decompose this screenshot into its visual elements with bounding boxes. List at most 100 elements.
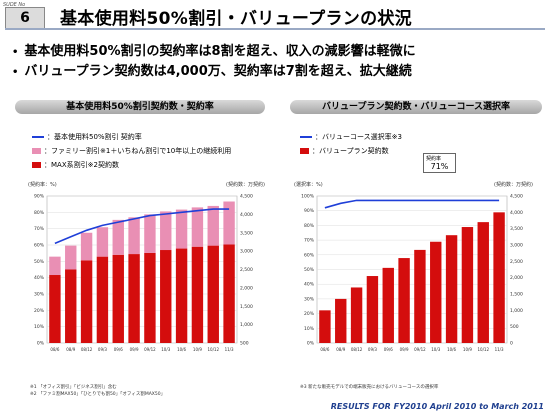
legend-entry-family: ：ファミリー割引※1＋いちねん割引で10年以上の継続利用 bbox=[32, 146, 231, 156]
legend-label: ：バリュープラン契約数 bbox=[312, 147, 389, 155]
x-tick-label: 09/6 bbox=[114, 347, 123, 352]
x-tick-label: 10/12 bbox=[207, 347, 219, 352]
x-tick-label: 09/3 bbox=[98, 347, 107, 352]
left-tick-label: 10% bbox=[304, 326, 315, 332]
footnote: ※2 「ファミ割MAX50」「ひとりでも割50」「オフィス割MAX50」 bbox=[30, 392, 166, 397]
legend-entry-max: ：MAX系割引※2契約数 bbox=[32, 160, 119, 170]
left-tick-label: 50% bbox=[304, 267, 315, 273]
left-axis-unit: (選択率：%) bbox=[294, 182, 323, 188]
bar bbox=[223, 244, 235, 343]
left-tick-label: 40% bbox=[304, 282, 315, 288]
x-tick-label: 10/9 bbox=[193, 347, 202, 352]
left-tick-label: 30% bbox=[34, 292, 45, 298]
x-tick-label: 08/6 bbox=[320, 347, 329, 352]
page-title: 基本使用料50%割引・バリュープランの状況 bbox=[60, 9, 412, 29]
bar bbox=[144, 252, 156, 343]
series-line bbox=[324, 199, 500, 209]
x-tick-label: 09/9 bbox=[130, 347, 139, 352]
right-tick-label: 2,500 bbox=[510, 259, 523, 265]
stacked-bar bbox=[144, 214, 156, 253]
x-tick-label: 11/3 bbox=[225, 347, 234, 352]
right-tick-label: 3,000 bbox=[240, 249, 253, 255]
left-tick-label: 60% bbox=[34, 243, 45, 249]
footnote: ※3 新たな販売モデルでの端末販売におけるバリューコースの選択率 bbox=[300, 385, 439, 390]
left-tick-label: 80% bbox=[304, 223, 315, 229]
left-tick-label: 10% bbox=[34, 324, 45, 330]
bar bbox=[335, 298, 347, 343]
right-tick-label: 1,500 bbox=[510, 292, 523, 298]
right-panel-header: バリュープラン契約数・バリューコース選択率 bbox=[290, 100, 542, 114]
right-axis-unit: (契約数：万契約) bbox=[494, 182, 533, 188]
callout-value: 71% bbox=[430, 162, 449, 171]
bar bbox=[414, 249, 426, 343]
legend-entry-course-rate: ：バリューコース選択率※3 bbox=[300, 132, 402, 142]
x-tick-label: 10/9 bbox=[463, 347, 472, 352]
right-tick-label: 3,500 bbox=[510, 226, 523, 232]
right-tick-label: 1,000 bbox=[510, 308, 523, 314]
left-tick-label: 90% bbox=[304, 208, 315, 214]
bar bbox=[160, 250, 172, 343]
left-axis-unit: (契約率：%) bbox=[28, 182, 57, 188]
bar bbox=[477, 222, 489, 343]
footnote: ※1 「オフィス割引」「ビジネス割引」含む bbox=[30, 385, 117, 390]
bar bbox=[191, 246, 204, 343]
stacked-bar bbox=[128, 217, 140, 255]
stacked-bar bbox=[65, 245, 77, 270]
slide-number-label: SUDE No bbox=[3, 2, 26, 8]
legend-entry-rate: ：基本使用料50%割引 契約率 bbox=[32, 132, 142, 142]
left-tick-label: 80% bbox=[34, 210, 45, 216]
left-tick-label: 90% bbox=[34, 194, 45, 200]
x-tick-label: 10/12 bbox=[477, 347, 489, 352]
x-tick-label: 10/3 bbox=[431, 347, 440, 352]
legend-red-swatch bbox=[300, 148, 309, 154]
legend-line-swatch bbox=[32, 136, 44, 138]
stacked-bar bbox=[191, 207, 204, 247]
left-tick-label: 50% bbox=[34, 259, 45, 265]
left-tick-label: 30% bbox=[304, 296, 315, 302]
stacked-bar bbox=[49, 256, 61, 276]
left-tick-label: 0% bbox=[37, 341, 45, 347]
x-tick-label: 09/3 bbox=[368, 347, 377, 352]
left-tick-label: 40% bbox=[34, 275, 45, 281]
right-axis-unit: (契約数：万契約) bbox=[226, 182, 265, 188]
x-tick-label: 09/9 bbox=[400, 347, 409, 352]
left-tick-label: 70% bbox=[34, 226, 45, 232]
right-tick-label: 1,000 bbox=[240, 322, 253, 328]
legend-label: ：ファミリー割引※1＋いちねん割引で10年以上の継続利用 bbox=[44, 147, 232, 155]
right-tick-label: 4,500 bbox=[510, 194, 523, 200]
left-panel-header: 基本使用料50%割引契約数・契約率 bbox=[15, 100, 265, 114]
plot-area bbox=[46, 195, 238, 344]
left-tick-label: 0% bbox=[307, 341, 315, 347]
right-tick-label: 2,500 bbox=[240, 267, 253, 273]
left-tick-label: 100% bbox=[301, 194, 315, 200]
right-tick-label: 500 bbox=[240, 341, 249, 347]
title-divider bbox=[5, 28, 545, 30]
left-chart: 0% 10% 20% 30% 40% 50% 60% 70% 80% 90% 500 1,000 1,5… bbox=[34, 194, 253, 353]
legend-entry-value-plan: ：バリュープラン契約数 bbox=[300, 146, 389, 156]
right-tick-label: 3,000 bbox=[510, 243, 523, 249]
right-tick-label: 0 bbox=[510, 341, 513, 347]
stacked-bar bbox=[96, 227, 109, 257]
bar bbox=[445, 235, 458, 343]
right-chart: 0% 10% 20% 30% 40% 50% 60% 70% 80% 90% 100% 0 500 1,0… bbox=[301, 194, 523, 353]
legend-label: ：基本使用料50%割引 契約率 bbox=[47, 133, 142, 141]
bullet-marker: • bbox=[12, 47, 19, 58]
left-tick-label: 60% bbox=[304, 252, 315, 258]
bar bbox=[398, 258, 410, 343]
bar bbox=[319, 310, 331, 343]
x-tick-label: 09/12 bbox=[144, 347, 156, 352]
bar bbox=[207, 245, 219, 343]
bullet-text: バリュープラン契約数は4,000万、契約率は7割を超え、拡大継続 bbox=[24, 64, 412, 79]
stacked-bar bbox=[175, 209, 188, 249]
left-tick-label: 70% bbox=[304, 238, 315, 244]
right-tick-label: 3,500 bbox=[240, 230, 253, 236]
x-tick-label: 11/3 bbox=[495, 347, 504, 352]
x-tick-label: 08/12 bbox=[351, 347, 363, 352]
bullet-text: 基本使用料50%割引の契約率は8割を超え、収入の減影響は軽微に bbox=[24, 44, 416, 59]
x-tick-label: 10/6 bbox=[447, 347, 456, 352]
stacked-bar bbox=[112, 219, 124, 255]
bar bbox=[366, 276, 379, 343]
callout-label: 契約率 bbox=[426, 156, 442, 162]
legend-line-swatch bbox=[300, 136, 312, 138]
right-tick-label: 4,000 bbox=[510, 210, 523, 216]
